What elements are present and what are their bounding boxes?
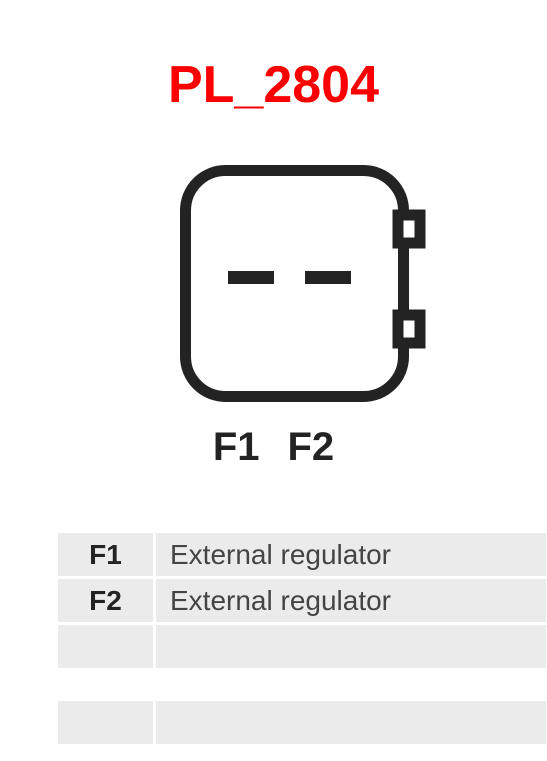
title-text: PL_2804 (168, 56, 379, 114)
table-row: F1 External regulator (58, 530, 546, 576)
table-cell-label (58, 625, 156, 668)
connector-tab-2 (398, 315, 420, 343)
table-cell-desc (156, 701, 546, 744)
table-row (58, 698, 546, 744)
table-gap (58, 668, 546, 698)
pinout-table: F1 External regulator F2 External regula… (58, 530, 546, 744)
pin-f1 (228, 271, 274, 284)
table-row (58, 622, 546, 668)
pin-f2 (305, 271, 351, 284)
pin-label-f1: F1 (213, 425, 260, 470)
table-cell-label (58, 701, 156, 744)
table-cell-label: F1 (58, 533, 156, 576)
connector-diagram (180, 165, 430, 410)
connector-body (186, 171, 404, 397)
part-number-title: PL_2804 (0, 55, 547, 115)
table-cell-desc: External regulator (156, 579, 546, 622)
connector-tab-1 (398, 215, 420, 243)
pin-labels-row: F1 F2 (0, 425, 547, 470)
table-cell-label: F2 (58, 579, 156, 622)
pin-label-f2: F2 (288, 425, 335, 470)
table-row: F2 External regulator (58, 576, 546, 622)
table-cell-desc: External regulator (156, 533, 546, 576)
table-cell-desc (156, 625, 546, 668)
connector-svg (180, 165, 430, 405)
